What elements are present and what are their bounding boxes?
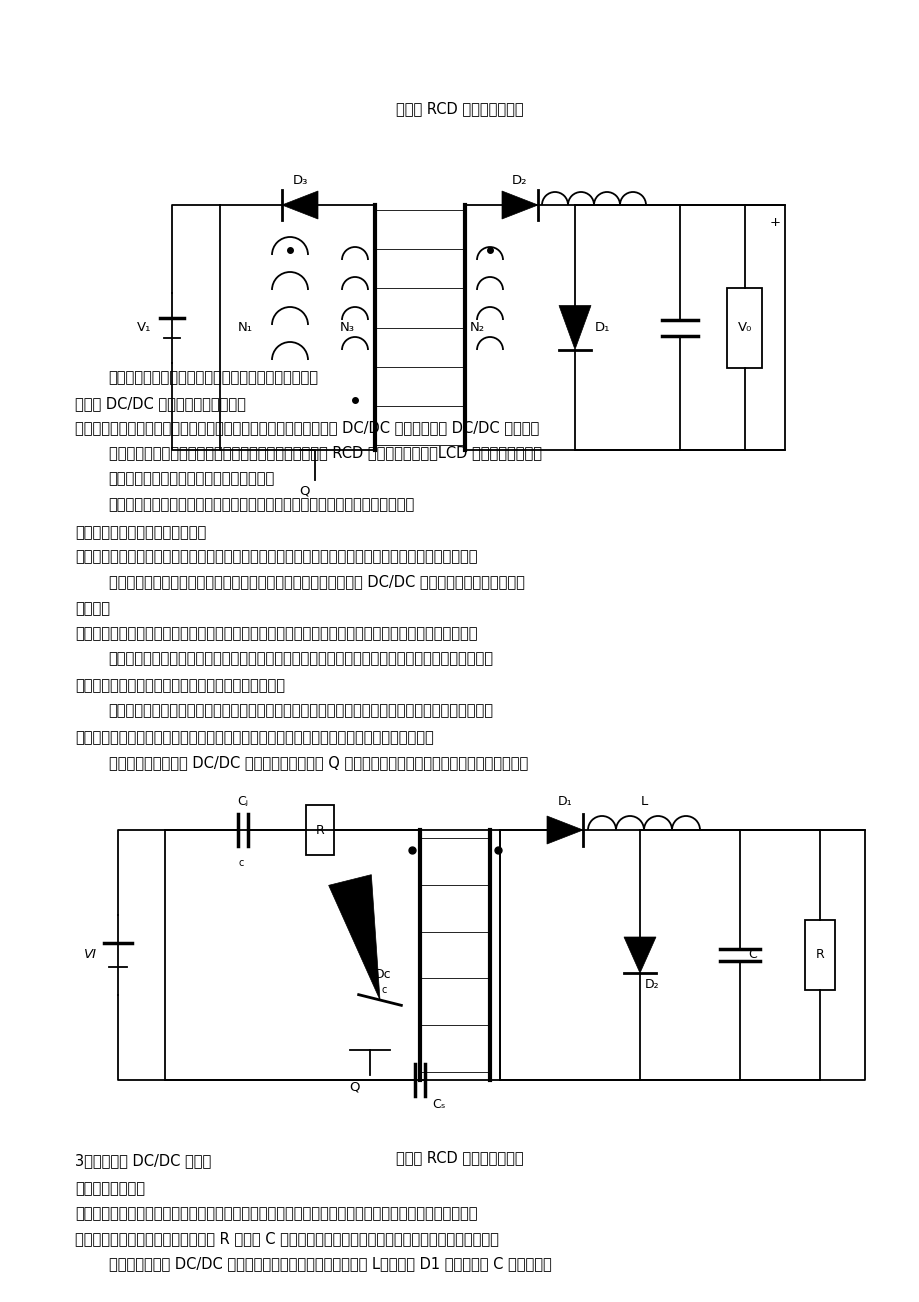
Text: 变成了高压直流。: 变成了高压直流。 bbox=[75, 1182, 145, 1197]
Text: 磁复位。: 磁复位。 bbox=[75, 602, 110, 617]
Text: c: c bbox=[239, 858, 244, 868]
Polygon shape bbox=[623, 937, 655, 973]
Text: 体管导通时，电源向电感储能，负载 R 由电容 C 供电；当晶体管截时，电感电流变小，感应电动势左负右: 体管导通时，电源向电感储能，负载 R 由电容 C 供电；当晶体管截时，电感电流变… bbox=[75, 1232, 499, 1246]
Text: D₂: D₂ bbox=[644, 979, 659, 992]
Text: Q: Q bbox=[300, 486, 310, 497]
Text: Q: Q bbox=[349, 1079, 360, 1092]
Text: D₃: D₃ bbox=[292, 174, 307, 187]
Text: 当输入电压及占空比固定的时候，输出电压与负载电流无关。因此 DC/DC 单端正激变换电路具有低输: 当输入电压及占空比固定的时候，输出电压与负载电流无关。因此 DC/DC 单端正激… bbox=[108, 574, 524, 590]
Text: 和滤波电感直接接至负载，故称为正激；由于其变压器磁通只在单方向上变化而被称为单端。: 和滤波电感直接接至负载，故称为正激；由于其变压器磁通只在单方向上变化而被称为单端… bbox=[75, 730, 434, 746]
FancyBboxPatch shape bbox=[804, 921, 834, 990]
Text: N₂: N₂ bbox=[470, 322, 484, 335]
Text: 上图为 RCD 箝位正激变换器: 上图为 RCD 箝位正激变换器 bbox=[396, 102, 523, 117]
Text: 场合，更成为低压大电流功率变换器的首选拓扑结构。: 场合，更成为低压大电流功率变换器的首选拓扑结构。 bbox=[75, 678, 285, 694]
Text: 正激变换中，由于变压器的磁芯是单方向磁化，每个周期都需要采用相应的措施，使磁芯回到磁化曲: 正激变换中，由于变压器的磁芯是单方向磁化，每个周期都需要采用相应的措施，使磁芯回… bbox=[108, 651, 493, 667]
Text: Cₛ: Cₛ bbox=[432, 1098, 445, 1111]
Text: 正，电感中能量释放，与输入电压顺极性一起经二极管向负载供电，并同时向电容充电。这样把低压直流: 正，电感中能量释放，与输入电压顺极性一起经二极管向负载供电，并同时向电容充电。这… bbox=[75, 1206, 478, 1221]
Text: Dᴄ: Dᴄ bbox=[375, 969, 391, 982]
Text: VI: VI bbox=[84, 948, 96, 961]
Text: Cⱼ: Cⱼ bbox=[237, 796, 248, 809]
Text: +: + bbox=[768, 216, 779, 229]
Text: 如上图，为单端正激 DC/DC 变换器。它在开关管 Q 导通时，电源的能量经隔离变压器、整流二极管: 如上图，为单端正激 DC/DC 变换器。它在开关管 Q 导通时，电源的能量经隔离… bbox=[108, 755, 528, 771]
Text: 线的起点，否则磁芯磁会很快饱和而导致开关器件损坏，因此需要采用专门的复位电路，使变压器的磁芯: 线的起点，否则磁芯磁会很快饱和而导致开关器件损坏，因此需要采用专门的复位电路，使… bbox=[75, 626, 478, 642]
Text: 出阻抗的特点。在同等功率条件下，单端正激变换电路的集电极峰值电流很小，所以该变换器适合应用在: 出阻抗的特点。在同等功率条件下，单端正激变换电路的集电极峰值电流很小，所以该变换… bbox=[75, 549, 478, 565]
Text: D₂: D₂ bbox=[512, 174, 528, 187]
Text: c: c bbox=[381, 986, 387, 995]
Text: V₁: V₁ bbox=[137, 322, 151, 335]
Polygon shape bbox=[502, 191, 538, 219]
Text: 谐振复位正激变换器、有源箝位正激变换器。双管正激变换器、半桥 DC/DC 变换器、全桥 DC/DC 变换器、: 谐振复位正激变换器、有源箝位正激变换器。双管正激变换器、半桥 DC/DC 变换器… bbox=[75, 421, 539, 436]
Polygon shape bbox=[328, 875, 380, 1000]
Text: C: C bbox=[747, 948, 756, 961]
Text: L: L bbox=[640, 796, 647, 809]
Text: 上面介绍的为辅助绕组复位正激变换器，下面几种分别为 RCD 箝位正激变换器、LCD 箝位正激变换器、: 上面介绍的为辅助绕组复位正激变换器，下面几种分别为 RCD 箝位正激变换器、LC… bbox=[108, 445, 541, 461]
Text: 低压，大电流，功率较大的场合。: 低压，大电流，功率较大的场合。 bbox=[75, 525, 207, 540]
Text: R: R bbox=[315, 823, 324, 836]
Text: 上图为 RCD 箝位正激变换器: 上图为 RCD 箝位正激变换器 bbox=[396, 1150, 523, 1165]
Polygon shape bbox=[559, 306, 590, 349]
Text: 3）单端正激 DC/DC 变换器: 3）单端正激 DC/DC 变换器 bbox=[75, 1154, 211, 1169]
Text: D₁: D₁ bbox=[595, 322, 609, 335]
Text: 下面主要介绍电路的原理图，具体工作过程不再详述。: 下面主要介绍电路的原理图，具体工作过程不再详述。 bbox=[108, 370, 318, 385]
Text: 根据磁复位的方法不同，主要有以下几种：: 根据磁复位的方法不同，主要有以下几种： bbox=[108, 471, 275, 487]
Text: 上图为非隔离式 DC/DC 升压电路。由功率晶体管、储能电感 L、二极管 D1 及滤波电容 C 组成。当晶: 上图为非隔离式 DC/DC 升压电路。由功率晶体管、储能电感 L、二极管 D1 … bbox=[108, 1255, 550, 1271]
Text: D₁: D₁ bbox=[557, 796, 572, 809]
Text: R: R bbox=[815, 948, 823, 961]
Polygon shape bbox=[282, 191, 318, 219]
Text: N₃: N₃ bbox=[340, 322, 355, 335]
FancyBboxPatch shape bbox=[306, 805, 334, 855]
Text: V₀: V₀ bbox=[737, 322, 752, 335]
FancyBboxPatch shape bbox=[727, 288, 762, 367]
Text: 上电路由于具有结构简单、成本较低、输出电流大、工作可靠性高等优点而广泛应用于中小功率变换: 上电路由于具有结构简单、成本较低、输出电流大、工作可靠性高等优点而广泛应用于中小… bbox=[108, 703, 493, 719]
Polygon shape bbox=[547, 816, 583, 844]
Text: N₁: N₁ bbox=[237, 322, 252, 335]
Text: 反激电路与正激电路的不同在于变压器副线圈的同极性端调反。电路不再详述。: 反激电路与正激电路的不同在于变压器副线圈的同极性端调反。电路不再详述。 bbox=[108, 497, 414, 513]
Text: 推挽式 DC/DC 变换器不需要磁复位。: 推挽式 DC/DC 变换器不需要磁复位。 bbox=[75, 396, 246, 411]
